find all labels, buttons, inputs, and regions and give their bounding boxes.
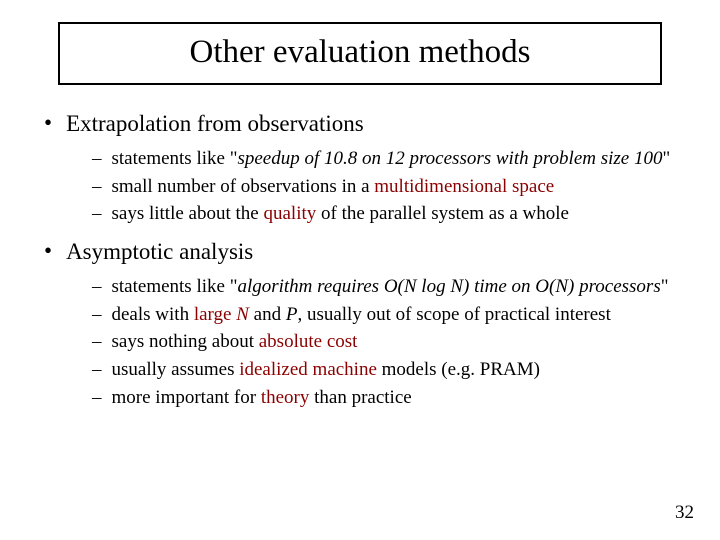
title-box: Other evaluation methods (58, 22, 662, 85)
bullet-marker: • (44, 237, 52, 265)
dash-marker: – (92, 275, 102, 300)
bullet-text: Asymptotic analysis (66, 237, 253, 267)
list-item: – more important for theory than practic… (92, 386, 680, 411)
item-text: small number of observations in a multid… (112, 175, 555, 200)
item-text: usually assumes idealized machine models… (112, 358, 540, 383)
list-item: – statements like "speedup of 10.8 on 12… (92, 147, 680, 172)
bullet-text: Extrapolation from observations (66, 109, 364, 139)
item-text: says little about the quality of the par… (112, 202, 570, 227)
dash-marker: – (92, 303, 102, 328)
dash-marker: – (92, 330, 102, 355)
dash-marker: – (92, 358, 102, 383)
list-item: – says nothing about absolute cost (92, 330, 680, 355)
item-text: deals with large N and P, usually out of… (112, 303, 611, 328)
item-text: statements like "algorithm requires O(N … (112, 275, 669, 300)
page-number: 32 (675, 502, 694, 524)
dash-marker: – (92, 202, 102, 227)
slide-container: Other evaluation methods • Extrapolation… (0, 0, 720, 540)
bullet-marker: • (44, 109, 52, 137)
list-item: – small number of observations in a mult… (92, 175, 680, 200)
dash-marker: – (92, 386, 102, 411)
dash-marker: – (92, 175, 102, 200)
list-item: – deals with large N and P, usually out … (92, 303, 680, 328)
list-item: – says little about the quality of the p… (92, 202, 680, 227)
slide-title: Other evaluation methods (60, 34, 660, 71)
list-item: – statements like "algorithm requires O(… (92, 275, 680, 300)
item-text: says nothing about absolute cost (112, 330, 358, 355)
item-text: statements like "speedup of 10.8 on 12 p… (112, 147, 671, 172)
item-text: more important for theory than practice (112, 386, 412, 411)
sub-list-asymptotic: – statements like "algorithm requires O(… (44, 275, 680, 410)
slide-content: • Extrapolation from observations – stat… (40, 109, 680, 410)
sub-list-extrapolation: – statements like "speedup of 10.8 on 12… (44, 147, 680, 227)
bullet-extrapolation: • Extrapolation from observations (44, 109, 680, 139)
bullet-asymptotic: • Asymptotic analysis (44, 237, 680, 267)
list-item: – usually assumes idealized machine mode… (92, 358, 680, 383)
dash-marker: – (92, 147, 102, 172)
